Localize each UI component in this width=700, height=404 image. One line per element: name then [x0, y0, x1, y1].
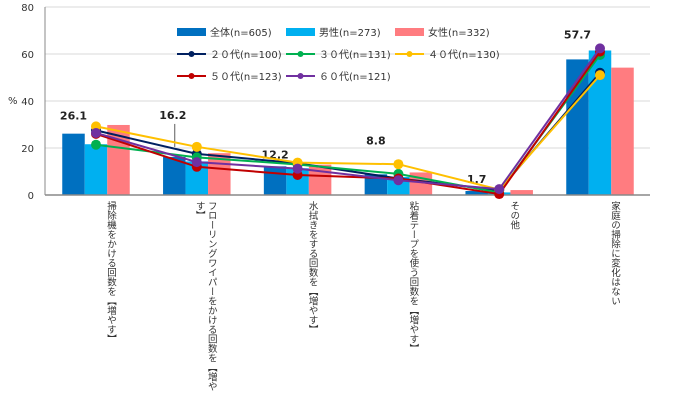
legend-swatch [286, 28, 315, 36]
x-tick-label: 家庭の掃除に変化はない [609, 201, 620, 306]
line-point-5 [91, 127, 101, 138]
legend-marker [297, 73, 304, 79]
data-label: 8.8 [366, 134, 386, 147]
legend-label: ５０代(n=123) [210, 71, 282, 83]
data-label: 57.7 [564, 29, 591, 42]
line-point-5 [292, 163, 303, 174]
x-tick-label: フローリングワイパーをかける回数を【増やす】 [193, 201, 217, 391]
legend-label: ６０代(n=121) [319, 71, 391, 83]
bar-1 [163, 156, 186, 195]
y-tick-label: 40 [21, 97, 34, 108]
legend-marker [188, 51, 195, 57]
bar-1 [263, 166, 287, 195]
line-series-5 [95, 47, 601, 191]
y-tick-label: 60 [21, 50, 34, 61]
legend-label: ２０代(n=100) [210, 49, 282, 61]
line-series-4 [95, 51, 601, 196]
bar-3 [308, 164, 332, 195]
legend-label: 男性(n=273) [319, 26, 381, 39]
y-tick-label: 20 [21, 144, 34, 155]
x-tick-label: その他 [508, 201, 520, 230]
legend-marker [406, 51, 413, 57]
line-point-5 [494, 184, 505, 195]
x-tick-label: 粘着テープを使う回数を【増やす】 [407, 201, 419, 353]
line-point-3 [595, 70, 605, 81]
bar-3 [510, 190, 533, 195]
line-point-5 [191, 157, 202, 168]
y-tick-label: 0 [28, 191, 34, 202]
legend-label: 全体(n=605) [210, 26, 272, 39]
data-label: 26.1 [60, 110, 87, 123]
x-tick-label: 掃除機をかける回数を【増やす】 [105, 201, 116, 344]
legend-label: ４０代(n=130) [428, 49, 500, 61]
line-point-3 [393, 159, 404, 170]
line-point-5 [595, 43, 605, 54]
legend-marker [188, 73, 195, 79]
bar-1 [364, 174, 388, 195]
legend-label: 女性(n=332) [428, 26, 490, 39]
bar-3 [611, 67, 634, 195]
legend-swatch [395, 28, 424, 36]
line-point-3 [191, 141, 202, 152]
bar-2 [185, 161, 209, 195]
line-point-2 [91, 139, 101, 150]
legend-label: ３０代(n=131) [319, 49, 391, 61]
line-point-5 [393, 175, 404, 186]
bar-2 [84, 144, 108, 195]
bar-1 [62, 133, 85, 195]
data-label: 16.2 [159, 109, 186, 122]
x-tick-label: 水拭きをする回数を【増やす】 [306, 201, 318, 334]
y-tick-label: 80 [21, 3, 34, 14]
legend-swatch [177, 28, 206, 36]
bar-2 [588, 50, 612, 195]
bar-1 [465, 191, 488, 195]
y-axis-label: % [8, 96, 18, 107]
legend-marker [297, 51, 304, 57]
